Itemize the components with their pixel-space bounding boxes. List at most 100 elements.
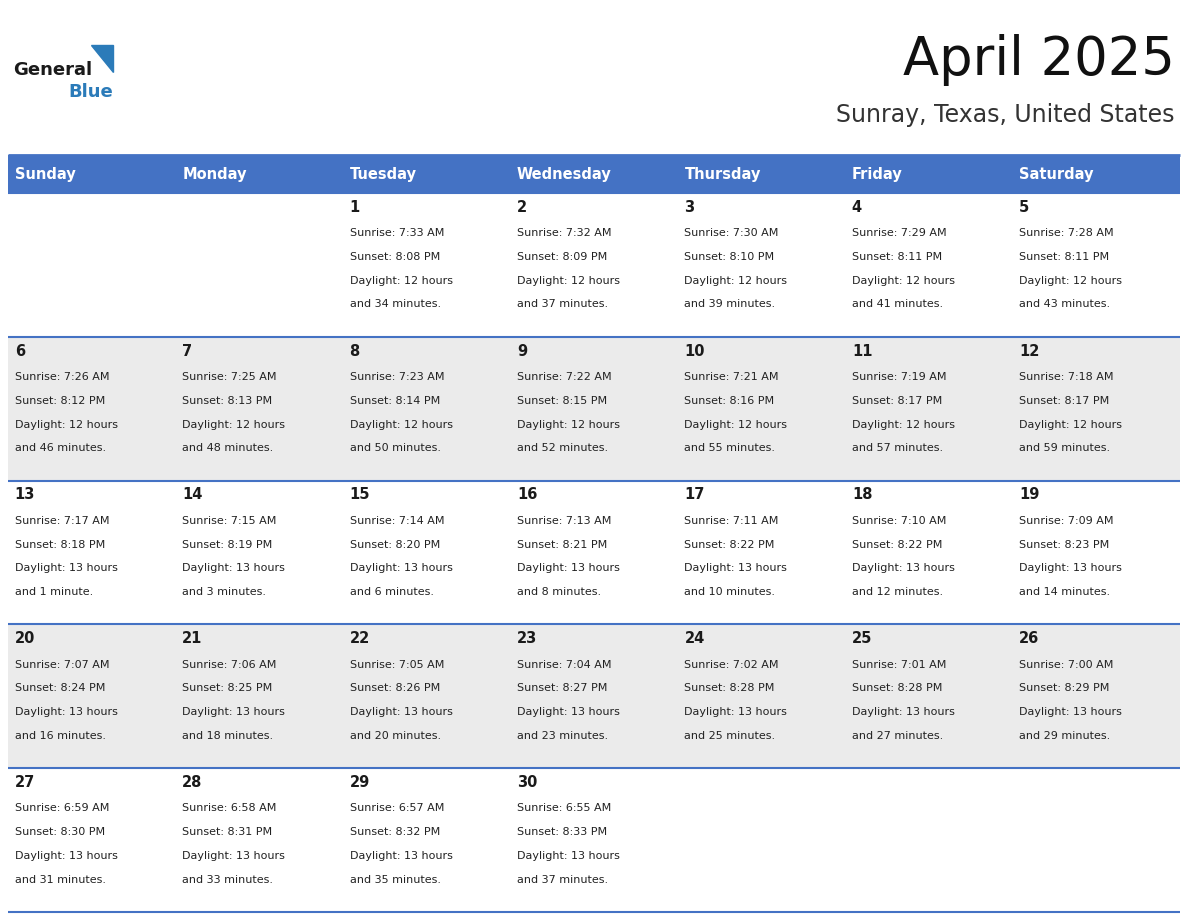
Text: 12: 12: [1019, 343, 1040, 359]
Text: 28: 28: [182, 775, 202, 790]
Text: Sunset: 8:21 PM: Sunset: 8:21 PM: [517, 540, 607, 550]
Text: and 52 minutes.: and 52 minutes.: [517, 443, 608, 453]
Text: and 20 minutes.: and 20 minutes.: [349, 731, 441, 741]
Text: 5: 5: [1019, 200, 1030, 215]
Text: 25: 25: [852, 632, 872, 646]
Text: 19: 19: [1019, 487, 1040, 502]
Text: 26: 26: [1019, 632, 1040, 646]
Bar: [677, 768, 845, 912]
Text: Sunset: 8:33 PM: Sunset: 8:33 PM: [517, 827, 607, 837]
Text: Sunrise: 7:07 AM: Sunrise: 7:07 AM: [14, 660, 109, 669]
Bar: [176, 624, 343, 768]
Text: Sunrise: 7:06 AM: Sunrise: 7:06 AM: [182, 660, 277, 669]
Text: and 29 minutes.: and 29 minutes.: [1019, 731, 1111, 741]
Text: Sunset: 8:11 PM: Sunset: 8:11 PM: [1019, 252, 1110, 262]
Bar: [8, 155, 176, 193]
Text: Sunrise: 7:33 AM: Sunrise: 7:33 AM: [349, 229, 444, 239]
Text: Daylight: 12 hours: Daylight: 12 hours: [182, 420, 285, 430]
Text: Daylight: 13 hours: Daylight: 13 hours: [852, 707, 955, 717]
Bar: [677, 337, 845, 481]
Text: Sunset: 8:08 PM: Sunset: 8:08 PM: [349, 252, 440, 262]
Text: Sunrise: 7:14 AM: Sunrise: 7:14 AM: [349, 516, 444, 526]
Text: Daylight: 12 hours: Daylight: 12 hours: [852, 420, 955, 430]
Text: Sunset: 8:16 PM: Sunset: 8:16 PM: [684, 396, 775, 406]
Text: and 8 minutes.: and 8 minutes.: [517, 587, 601, 597]
Bar: [343, 193, 511, 337]
Text: General: General: [13, 61, 93, 79]
Text: Sunset: 8:11 PM: Sunset: 8:11 PM: [852, 252, 942, 262]
Text: Sunrise: 6:59 AM: Sunrise: 6:59 AM: [14, 803, 109, 813]
Polygon shape: [91, 45, 113, 72]
Text: and 31 minutes.: and 31 minutes.: [14, 875, 106, 885]
Text: and 59 minutes.: and 59 minutes.: [1019, 443, 1111, 453]
Text: 23: 23: [517, 632, 537, 646]
Bar: [845, 481, 1012, 624]
Text: Sunrise: 7:29 AM: Sunrise: 7:29 AM: [852, 229, 947, 239]
Text: Sunrise: 7:25 AM: Sunrise: 7:25 AM: [182, 372, 277, 382]
Bar: [343, 337, 511, 481]
Bar: [511, 155, 677, 193]
Text: Daylight: 12 hours: Daylight: 12 hours: [684, 420, 788, 430]
Text: 14: 14: [182, 487, 202, 502]
Text: Sunset: 8:23 PM: Sunset: 8:23 PM: [1019, 540, 1110, 550]
Text: Wednesday: Wednesday: [517, 166, 612, 182]
Text: Sunrise: 7:26 AM: Sunrise: 7:26 AM: [14, 372, 109, 382]
Text: Sunset: 8:28 PM: Sunset: 8:28 PM: [852, 683, 942, 693]
Text: 18: 18: [852, 487, 872, 502]
Text: Daylight: 12 hours: Daylight: 12 hours: [349, 420, 453, 430]
Text: Daylight: 13 hours: Daylight: 13 hours: [182, 851, 285, 861]
Text: Sunset: 8:17 PM: Sunset: 8:17 PM: [852, 396, 942, 406]
Text: Sunrise: 7:04 AM: Sunrise: 7:04 AM: [517, 660, 612, 669]
Bar: [845, 624, 1012, 768]
Bar: [1012, 481, 1180, 624]
Text: and 55 minutes.: and 55 minutes.: [684, 443, 776, 453]
Text: Daylight: 13 hours: Daylight: 13 hours: [14, 707, 118, 717]
Text: and 1 minute.: and 1 minute.: [14, 587, 93, 597]
Bar: [511, 193, 677, 337]
Text: Sunrise: 7:19 AM: Sunrise: 7:19 AM: [852, 372, 947, 382]
Text: Daylight: 13 hours: Daylight: 13 hours: [684, 707, 788, 717]
Text: 30: 30: [517, 775, 537, 790]
Text: Daylight: 12 hours: Daylight: 12 hours: [684, 275, 788, 285]
Bar: [845, 337, 1012, 481]
Text: Sunset: 8:09 PM: Sunset: 8:09 PM: [517, 252, 607, 262]
Bar: [845, 193, 1012, 337]
Text: and 33 minutes.: and 33 minutes.: [182, 875, 273, 885]
Bar: [8, 624, 176, 768]
Bar: [511, 768, 677, 912]
Text: Daylight: 13 hours: Daylight: 13 hours: [684, 564, 788, 574]
Text: Sunrise: 7:32 AM: Sunrise: 7:32 AM: [517, 229, 612, 239]
Text: Sunrise: 7:17 AM: Sunrise: 7:17 AM: [14, 516, 109, 526]
Text: 13: 13: [14, 487, 36, 502]
Text: 27: 27: [14, 775, 34, 790]
Text: Sunset: 8:27 PM: Sunset: 8:27 PM: [517, 683, 607, 693]
Text: and 25 minutes.: and 25 minutes.: [684, 731, 776, 741]
Text: and 37 minutes.: and 37 minutes.: [517, 299, 608, 309]
Text: Sunset: 8:19 PM: Sunset: 8:19 PM: [182, 540, 272, 550]
Text: Daylight: 13 hours: Daylight: 13 hours: [349, 851, 453, 861]
Text: Sunset: 8:12 PM: Sunset: 8:12 PM: [14, 396, 105, 406]
Text: 6: 6: [14, 343, 25, 359]
Text: Sunset: 8:32 PM: Sunset: 8:32 PM: [349, 827, 440, 837]
Text: Sunset: 8:22 PM: Sunset: 8:22 PM: [852, 540, 942, 550]
Bar: [176, 193, 343, 337]
Text: and 14 minutes.: and 14 minutes.: [1019, 587, 1111, 597]
Text: 20: 20: [14, 632, 36, 646]
Text: Sunset: 8:10 PM: Sunset: 8:10 PM: [684, 252, 775, 262]
Text: Sunrise: 7:18 AM: Sunrise: 7:18 AM: [1019, 372, 1114, 382]
Text: Sunset: 8:25 PM: Sunset: 8:25 PM: [182, 683, 272, 693]
Text: 11: 11: [852, 343, 872, 359]
Bar: [343, 481, 511, 624]
Text: Sunrise: 7:23 AM: Sunrise: 7:23 AM: [349, 372, 444, 382]
Text: and 18 minutes.: and 18 minutes.: [182, 731, 273, 741]
Bar: [343, 624, 511, 768]
Text: Sunrise: 6:55 AM: Sunrise: 6:55 AM: [517, 803, 612, 813]
Text: Sunset: 8:20 PM: Sunset: 8:20 PM: [349, 540, 440, 550]
Text: Sunray, Texas, United States: Sunray, Texas, United States: [836, 103, 1175, 127]
Text: and 46 minutes.: and 46 minutes.: [14, 443, 106, 453]
Bar: [845, 155, 1012, 193]
Text: and 12 minutes.: and 12 minutes.: [852, 587, 943, 597]
Text: 17: 17: [684, 487, 704, 502]
Text: and 41 minutes.: and 41 minutes.: [852, 299, 943, 309]
Text: Friday: Friday: [852, 166, 903, 182]
